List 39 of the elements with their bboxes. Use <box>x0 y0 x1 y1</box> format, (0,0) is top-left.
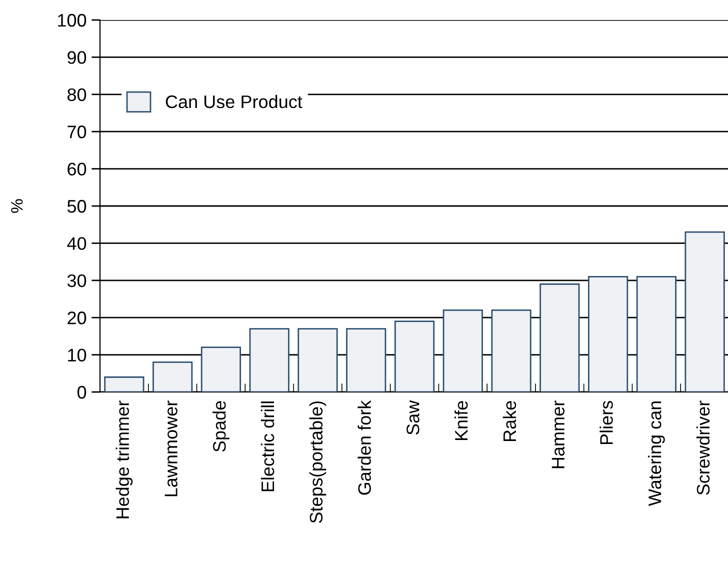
bar <box>636 276 676 392</box>
bar <box>152 362 193 392</box>
bar <box>200 346 242 392</box>
y-tick-label: 80 <box>68 88 86 102</box>
y-tick-label: 100 <box>58 14 86 27</box>
bar <box>346 328 386 392</box>
bar <box>104 376 144 392</box>
legend-label: Can Use Product <box>166 94 302 108</box>
x-tick-label: Steps(portable) <box>309 401 326 523</box>
y-tick-label: 40 <box>67 237 86 250</box>
y-tick-label: 50 <box>67 200 86 213</box>
x-tick-label: Electric drill <box>260 402 274 492</box>
x-tick-label: Saw <box>406 400 420 435</box>
y-tick-label: 10 <box>68 348 86 362</box>
bar <box>540 283 580 392</box>
bar <box>298 328 338 392</box>
bar <box>442 309 483 392</box>
y-tick-label: 30 <box>67 274 86 288</box>
bar <box>588 276 628 392</box>
y-tick-label: 0 <box>77 386 86 399</box>
x-tick-label: Pliers <box>600 400 613 444</box>
x-tick-label: Rake <box>502 401 516 441</box>
x-tick-label: Screwdriver <box>696 400 710 495</box>
y-tick-label: 20 <box>68 312 86 324</box>
x-tick-label: Hedge trimmer <box>116 400 133 518</box>
y-tick-label: 60 <box>68 162 86 176</box>
x-tick-label: Spade <box>212 401 230 452</box>
bar <box>394 320 435 392</box>
x-tick-label: Knife <box>454 401 468 440</box>
y-tick-label: 70 <box>68 126 86 138</box>
x-tick-label: Hammer <box>552 400 564 468</box>
x-tick-label: Garden fork <box>358 400 371 495</box>
x-tick-label: Lawnmower <box>164 400 178 496</box>
bar <box>491 309 532 392</box>
y-axis-title: % <box>11 199 23 213</box>
y-tick-label: 90 <box>68 51 86 64</box>
x-tick-label: Watering can <box>648 402 665 506</box>
bar <box>684 231 725 392</box>
bar <box>249 328 290 392</box>
